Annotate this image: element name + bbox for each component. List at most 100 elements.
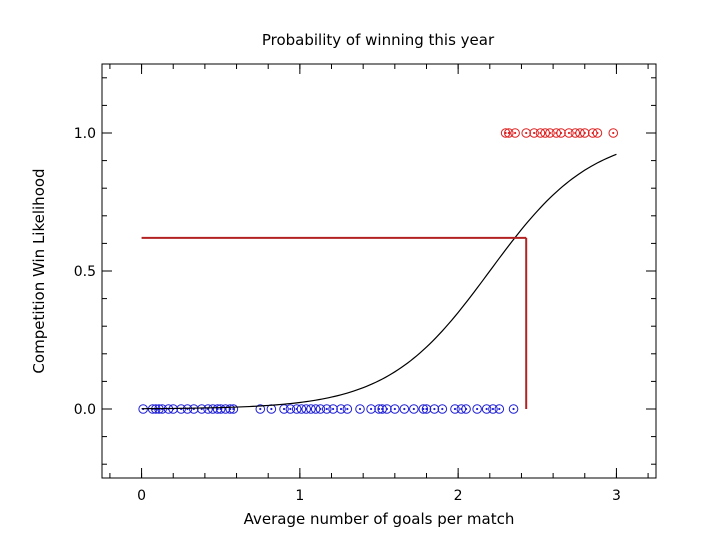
point-dot bbox=[567, 131, 571, 135]
point-dot bbox=[369, 407, 373, 411]
logistic-curve bbox=[141, 153, 617, 410]
point-dot bbox=[412, 407, 415, 411]
point-ring bbox=[355, 404, 365, 414]
point-dot bbox=[425, 407, 428, 411]
point-ring bbox=[545, 128, 555, 138]
x-axis-label: Average number of goals per match bbox=[244, 510, 515, 528]
win-point bbox=[564, 128, 574, 138]
point-dot bbox=[325, 407, 328, 411]
loss-point bbox=[472, 404, 482, 414]
point-ring bbox=[437, 404, 448, 414]
chart-title: Probability of winning this year bbox=[262, 31, 495, 49]
loss-point bbox=[355, 404, 365, 414]
point-ring bbox=[510, 128, 520, 138]
point-ring bbox=[285, 404, 296, 414]
point-ring bbox=[500, 128, 511, 138]
y-tick-label: 0.5 bbox=[74, 264, 96, 280]
loss-point bbox=[399, 404, 410, 414]
point-dot bbox=[422, 407, 425, 411]
x-tick-label: 2 bbox=[454, 488, 463, 504]
win-point bbox=[608, 128, 619, 138]
point-dot bbox=[259, 407, 262, 411]
point-dot bbox=[331, 407, 335, 411]
point-dot bbox=[464, 407, 468, 411]
point-ring bbox=[189, 404, 199, 414]
point-dot bbox=[232, 407, 235, 411]
loss-point bbox=[409, 404, 419, 414]
loss-point bbox=[418, 404, 429, 414]
point-dot bbox=[270, 407, 273, 411]
win-point bbox=[500, 128, 511, 138]
loss-point bbox=[437, 404, 448, 414]
win-point bbox=[545, 128, 555, 138]
loss-point bbox=[488, 404, 498, 414]
loss-point bbox=[481, 404, 492, 414]
point-dot bbox=[525, 131, 528, 135]
win-point bbox=[579, 128, 590, 138]
point-ring bbox=[196, 404, 207, 414]
point-ring bbox=[382, 404, 392, 414]
loss-point bbox=[342, 404, 353, 414]
loss-point bbox=[450, 404, 460, 414]
point-ring bbox=[592, 128, 603, 138]
point-ring bbox=[390, 404, 400, 414]
win-point bbox=[503, 128, 514, 138]
point-ring bbox=[608, 128, 619, 138]
point-ring bbox=[494, 404, 505, 414]
loss-point bbox=[328, 404, 338, 414]
y-tick-label: 0.0 bbox=[74, 402, 96, 418]
point-dot bbox=[476, 407, 479, 411]
point-dot bbox=[403, 407, 406, 411]
point-ring bbox=[556, 128, 566, 138]
point-dot bbox=[507, 131, 510, 135]
point-ring bbox=[255, 404, 266, 414]
loss-point bbox=[390, 404, 400, 414]
point-ring bbox=[321, 404, 332, 414]
point-ring bbox=[228, 404, 239, 414]
loss-point bbox=[382, 404, 392, 414]
point-dot bbox=[377, 407, 381, 411]
win-point bbox=[556, 128, 566, 138]
point-ring bbox=[503, 128, 514, 138]
loss-point bbox=[228, 404, 239, 414]
loss-point bbox=[429, 404, 440, 414]
y-axis-label: Competition Win Likelihood bbox=[30, 168, 48, 373]
loss-point bbox=[321, 404, 332, 414]
point-ring bbox=[342, 404, 353, 414]
loss-point bbox=[285, 404, 296, 414]
point-ring bbox=[374, 404, 384, 414]
point-dot bbox=[216, 407, 219, 411]
point-dot bbox=[453, 407, 457, 411]
point-ring bbox=[399, 404, 410, 414]
win-point bbox=[510, 128, 520, 138]
loss-point bbox=[189, 404, 199, 414]
point-dot bbox=[498, 407, 501, 411]
point-dot bbox=[548, 131, 552, 135]
point-ring bbox=[315, 404, 326, 414]
point-dot bbox=[491, 407, 495, 411]
point-ring bbox=[461, 404, 471, 414]
point-ring bbox=[579, 128, 590, 138]
point-dot bbox=[319, 407, 322, 411]
loss-point bbox=[494, 404, 505, 414]
x-tick-label: 0 bbox=[137, 488, 146, 504]
loss-point bbox=[421, 404, 432, 414]
loss-point bbox=[255, 404, 266, 414]
win-point bbox=[592, 128, 603, 138]
plot-frame bbox=[101, 63, 657, 479]
point-ring bbox=[564, 128, 574, 138]
point-ring bbox=[481, 404, 492, 414]
point-dot bbox=[282, 407, 286, 411]
win-point bbox=[529, 128, 539, 138]
point-dot bbox=[229, 407, 232, 411]
point-ring bbox=[328, 404, 338, 414]
point-dot bbox=[533, 131, 536, 135]
loss-point bbox=[366, 404, 376, 414]
point-ring bbox=[421, 404, 432, 414]
point-dot bbox=[559, 131, 563, 135]
point-dot bbox=[441, 407, 444, 411]
point-ring bbox=[508, 404, 519, 414]
loss-point bbox=[212, 404, 223, 414]
point-dot bbox=[346, 407, 349, 411]
